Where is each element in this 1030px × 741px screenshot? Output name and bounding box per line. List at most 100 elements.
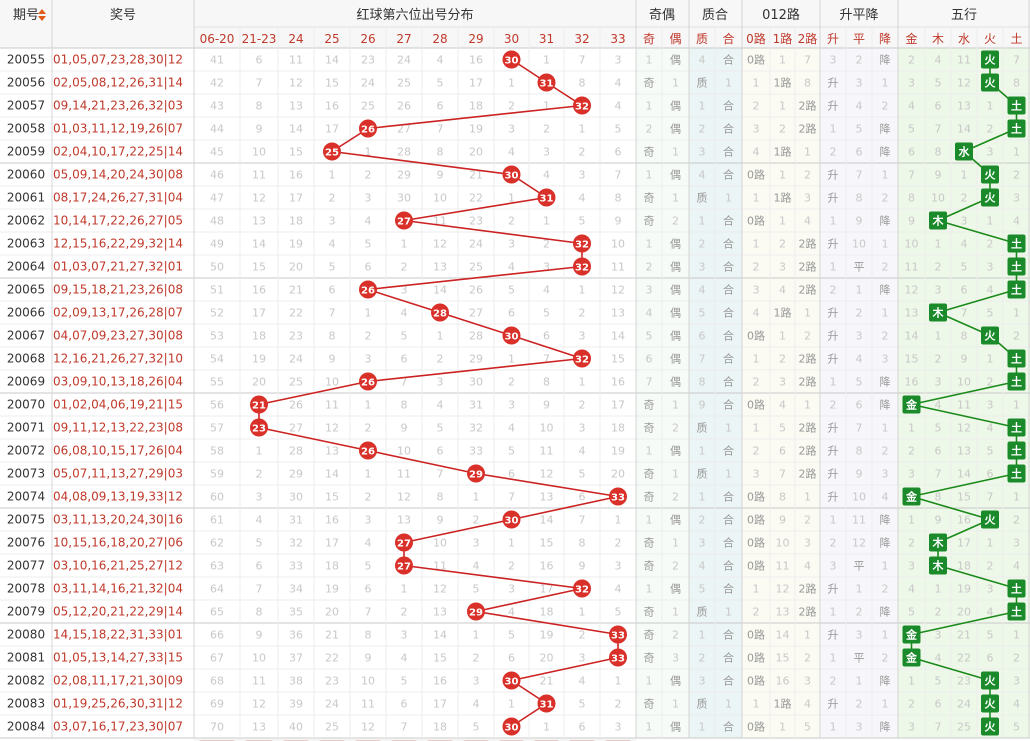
red-miss-cell: 10 [540, 422, 554, 435]
subheader-elements: 木 [932, 32, 944, 46]
trend-hit: 平 [854, 560, 865, 573]
element-tag-label: 土 [1011, 467, 1022, 481]
red-miss-cell: 21 [469, 169, 483, 182]
parity-miss: 2 [672, 491, 679, 504]
element-miss: 1 [987, 100, 994, 113]
red-miss-cell: 9 [256, 629, 263, 642]
element-miss: 7 [935, 123, 942, 136]
red-ball-number: 30 [505, 723, 519, 734]
red-miss-cell: 3 [437, 376, 444, 389]
red-miss-cell: 63 [210, 560, 224, 573]
red-miss-cell: 24 [361, 77, 375, 90]
red-miss-cell: 2 [473, 514, 480, 527]
trend-miss: 2 [882, 330, 889, 343]
sort-arrow-icon[interactable] [38, 9, 46, 14]
parity-miss: 1 [646, 721, 653, 734]
red-miss-cell: 1 [579, 606, 586, 619]
element-miss: 7 [987, 491, 994, 504]
trend-miss: 1 [882, 77, 889, 90]
red-miss-cell: 59 [210, 468, 224, 481]
red-miss-cell: 6 [401, 698, 408, 711]
trend-miss: 1 [882, 169, 889, 182]
red-miss-cell: 2 [543, 123, 550, 136]
element-miss: 25 [957, 721, 971, 734]
red-miss-cell: 2 [508, 376, 515, 389]
red-miss-cell: 8 [256, 606, 263, 619]
red-miss-cell: 7 [329, 307, 336, 320]
red-miss-cell: 23 [325, 675, 339, 688]
red-miss-cell: 4 [508, 606, 515, 619]
prime-miss: 2 [699, 238, 706, 251]
red-miss-cell: 3 [615, 560, 622, 573]
red-miss-cell: 2 [365, 169, 372, 182]
element-tag-label: 木 [932, 306, 945, 320]
red-miss-cell: 17 [325, 123, 339, 136]
red-miss-cell: 3 [473, 537, 480, 550]
trend-miss: 1 [830, 652, 837, 665]
parity-miss: 1 [672, 192, 679, 205]
red-trend-segment [475, 610, 619, 636]
element-miss: 3 [908, 721, 915, 734]
mod3-miss: 3 [804, 537, 811, 550]
red-trend-segment [511, 495, 619, 521]
award-cell: 02,08,11,17,21,30|09 [53, 674, 183, 688]
prime-hit: 合 [723, 536, 734, 550]
mod3-miss: 16 [776, 675, 790, 688]
trend-miss: 3 [882, 468, 889, 481]
header-period[interactable]: 期号 [13, 8, 39, 23]
element-miss: 16 [957, 514, 971, 527]
red-miss-cell: 12 [325, 422, 339, 435]
element-tag [902, 648, 921, 667]
red-miss-cell: 54 [210, 353, 224, 366]
red-ball-number: 26 [361, 125, 375, 136]
red-miss-cell: 30 [397, 192, 411, 205]
trend-hit: 降 [880, 283, 891, 297]
red-miss-cell: 14 [252, 238, 266, 251]
red-miss-cell: 7 [365, 606, 372, 619]
red-miss-cell: 4 [365, 215, 372, 228]
element-miss: 7 [935, 721, 942, 734]
red-trend-segment [439, 311, 512, 337]
subheader-red: 25 [324, 32, 339, 46]
red-miss-cell: 5 [437, 77, 444, 90]
red-miss-cell: 12 [289, 77, 303, 90]
red-miss-cell: 6 [256, 54, 263, 67]
prime-miss: 1 [725, 77, 732, 90]
red-trend-segment [511, 334, 583, 360]
subheader-prime: 合 [722, 31, 734, 46]
header-elements: 五行 [951, 8, 977, 23]
prime-miss: 1 [699, 721, 706, 734]
trend-miss: 2 [830, 399, 837, 412]
red-miss-cell: 1 [401, 238, 408, 251]
element-tag-label: 土 [1011, 421, 1022, 435]
red-miss-cell: 45 [210, 146, 224, 159]
element-tag [1007, 257, 1026, 276]
trend-miss: 2 [856, 54, 863, 67]
trend-miss: 11 [852, 514, 866, 527]
element-trend-segment [911, 403, 1017, 429]
element-tag-label: 火 [985, 54, 997, 67]
red-ball-number: 23 [252, 424, 266, 435]
red-miss-cell: 12 [611, 284, 625, 297]
red-miss-cell: 4 [615, 77, 622, 90]
element-miss: 1 [1013, 629, 1020, 642]
red-miss-cell: 6 [615, 146, 622, 159]
element-miss: 1 [1013, 146, 1020, 159]
element-miss: 2 [935, 606, 942, 619]
red-miss-cell: 9 [615, 215, 622, 228]
element-miss: 9 [935, 514, 942, 527]
sort-arrow-down-icon[interactable] [38, 16, 46, 21]
element-miss: 14 [905, 330, 919, 343]
prime-hit: 质 [697, 77, 708, 90]
award-cell: 01,03,11,12,19,26|07 [53, 122, 183, 136]
red-miss-cell: 3 [256, 491, 263, 504]
red-miss-cell: 58 [210, 445, 224, 458]
prime-miss: 1 [725, 606, 732, 619]
element-miss: 3 [1013, 675, 1020, 688]
parity-miss: 2 [672, 422, 679, 435]
red-ball-number: 30 [505, 516, 519, 527]
element-tag-label: 金 [905, 628, 918, 642]
red-miss-cell: 6 [437, 100, 444, 113]
period-cell: 20081 [7, 651, 45, 665]
red-ball [537, 694, 556, 713]
